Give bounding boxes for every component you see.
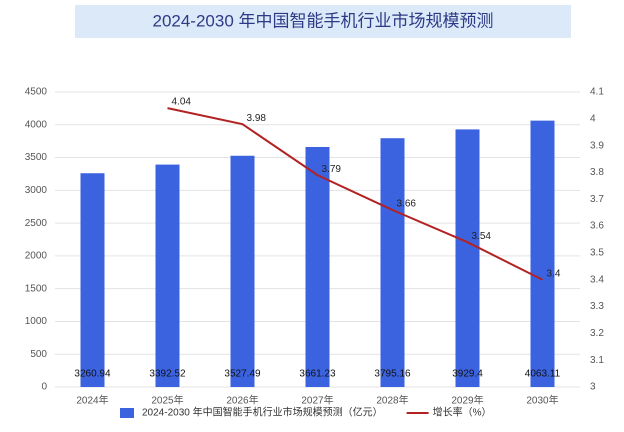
x-tick-label: 2026年 [226, 394, 258, 407]
legend-label: 2024-2030 年中国智能手机行业市场规模预测（亿元） [142, 406, 383, 419]
line-value-label: 3.54 [472, 231, 492, 242]
bar [155, 164, 180, 387]
line [167, 107, 543, 281]
y-tick-label: 4500 [25, 87, 48, 98]
y-tick-label: 1500 [25, 283, 48, 294]
y-tick-label: 2000 [25, 251, 48, 262]
y2-tick-label: 3.5 [590, 248, 604, 259]
bar [80, 173, 105, 387]
x-tick-label: 2028年 [376, 394, 408, 407]
bar-value-label: 3260.94 [74, 369, 111, 380]
y2-tick-label: 3 [590, 382, 596, 393]
line-value-label: 3.4 [547, 268, 561, 279]
y2-tick-label: 3.3 [590, 301, 604, 312]
bar-value-label: 3795.16 [374, 369, 411, 380]
line-value-label: 3.66 [397, 199, 417, 210]
x-tick-label: 2029年 [451, 394, 483, 407]
y-tick-label: 3000 [25, 185, 48, 196]
y-tick-label: 500 [30, 349, 47, 360]
y2-tick-label: 4 [590, 113, 596, 124]
bar [305, 146, 330, 387]
bar-value-label: 3661.23 [299, 369, 336, 380]
y2-tick-label: 3.8 [590, 167, 604, 178]
y2-tick-label: 3.1 [590, 355, 604, 366]
x-tick-label: 2024年 [76, 394, 108, 407]
bar-value-label: 3527.49 [224, 369, 261, 380]
bar [530, 120, 555, 387]
x-tick-label: 2030年 [526, 394, 558, 407]
chart-title: 2024-2030 年中国智能手机行业市场规模预测 [152, 11, 493, 30]
line-value-label: 3.98 [247, 113, 267, 124]
y2-tick-label: 3.6 [590, 221, 604, 232]
y-tick-label: 3500 [25, 152, 48, 163]
title-banner [75, 5, 571, 38]
legend-swatch [120, 408, 134, 418]
bar-value-label: 3929.4 [452, 369, 483, 380]
line-value-label: 3.79 [322, 164, 342, 175]
y2-tick-label: 4.1 [590, 87, 604, 98]
y-tick-label: 1000 [25, 316, 48, 327]
x-tick-label: 2025年 [151, 394, 183, 407]
bar-value-label: 4063.11 [525, 369, 561, 380]
y-tick-label: 0 [41, 382, 47, 393]
y2-tick-label: 3.7 [590, 194, 604, 205]
y-tick-label: 4000 [25, 119, 48, 130]
bar [380, 138, 405, 387]
y2-tick-label: 3.2 [590, 328, 604, 339]
y2-tick-label: 3.4 [590, 274, 604, 285]
legend-label: 增长率（%） [433, 406, 492, 419]
x-tick-label: 2027年 [301, 394, 333, 407]
bar [455, 129, 480, 387]
bar-value-label: 3392.52 [149, 369, 186, 380]
line-value-label: 4.04 [172, 97, 192, 108]
bar [230, 155, 255, 387]
y-tick-label: 2500 [25, 218, 48, 229]
y2-tick-label: 3.9 [590, 140, 604, 151]
